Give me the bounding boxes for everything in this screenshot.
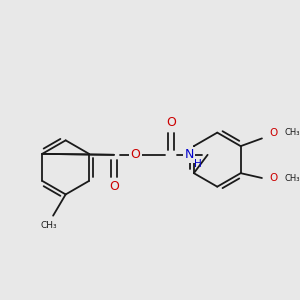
Text: O: O [109, 180, 119, 193]
Text: O: O [269, 173, 278, 183]
Text: H: H [194, 158, 202, 169]
Text: CH₃: CH₃ [284, 128, 300, 137]
Text: O: O [166, 116, 176, 130]
Text: O: O [130, 148, 140, 161]
Text: CH₃: CH₃ [284, 173, 300, 182]
Text: CH₃: CH₃ [41, 221, 58, 230]
Text: O: O [269, 128, 278, 138]
Text: N: N [184, 148, 194, 161]
